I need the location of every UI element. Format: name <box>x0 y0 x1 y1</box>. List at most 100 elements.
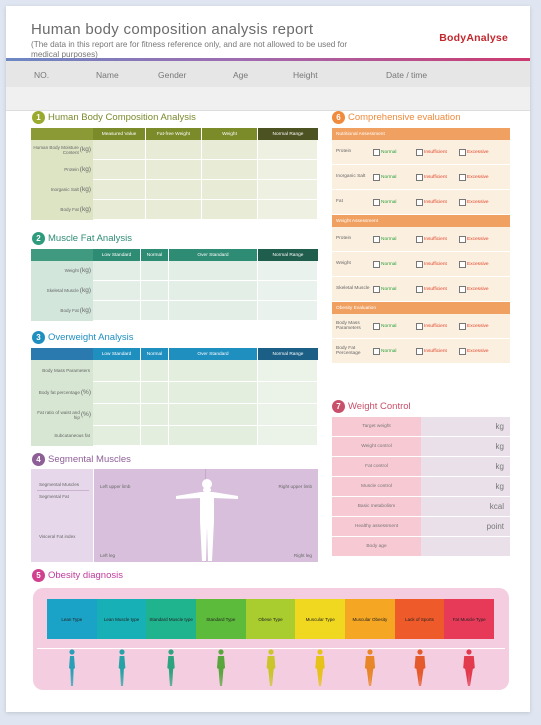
evaluation-row: Inorganic Salt Normal Insufficient Excessiv… <box>332 165 510 190</box>
body-silhouette-icon <box>315 649 325 686</box>
weight-control-unit[interactable] <box>421 537 510 556</box>
checkbox-icon[interactable] <box>373 260 380 268</box>
row-label: Human Body Moisture Content (kg) <box>31 140 93 160</box>
info-header-bar: NO. Name Gender Age Height Date / time <box>6 61 530 87</box>
checkbox-icon[interactable] <box>373 198 380 206</box>
evaluation-option[interactable]: Insufficient <box>416 285 459 293</box>
weight-control-unit[interactable]: kg <box>421 477 510 496</box>
weight-control-row: Basic metabolism kcal <box>332 497 510 517</box>
evaluation-option[interactable]: Excessive <box>459 260 502 268</box>
weight-control-label: Body age <box>332 537 421 556</box>
info-value-row[interactable] <box>6 87 530 111</box>
evaluation-option[interactable]: Normal <box>373 173 416 181</box>
evaluation-option[interactable]: Normal <box>373 260 416 268</box>
weight-control-unit[interactable]: kcal <box>421 497 510 516</box>
evaluation-option[interactable]: Insufficient <box>416 148 459 156</box>
evaluation-option[interactable]: Excessive <box>459 235 502 243</box>
option-label: Insufficient <box>424 199 447 205</box>
report-title: Human body composition analysis report <box>31 21 314 38</box>
checkbox-icon[interactable] <box>373 235 380 243</box>
obesity-type-3: Standard Type <box>196 599 246 639</box>
obesity-type-5: Muscular Type <box>295 599 345 639</box>
evaluation-option[interactable]: Excessive <box>459 285 502 293</box>
option-label: Normal <box>381 149 397 155</box>
evaluation-option[interactable]: Excessive <box>459 148 502 156</box>
evaluation-option[interactable]: Normal <box>373 198 416 206</box>
checkbox-icon[interactable] <box>373 148 380 156</box>
option-label: Normal <box>381 236 397 242</box>
evaluation-option[interactable]: Excessive <box>459 347 502 355</box>
option-label: Normal <box>381 323 397 329</box>
col-height: Height <box>293 70 318 80</box>
checkbox-icon[interactable] <box>459 148 466 156</box>
col-datetime: Date / time <box>386 70 428 80</box>
checkbox-icon[interactable] <box>416 198 423 206</box>
evaluation-option[interactable]: Excessive <box>459 198 502 206</box>
evaluation-option[interactable]: Normal <box>373 322 416 330</box>
body-silhouette-icon <box>364 649 375 686</box>
option-label: Insufficient <box>424 149 447 155</box>
evaluation-group-header: Weight Assessment <box>332 215 510 227</box>
checkbox-icon[interactable] <box>459 173 466 181</box>
checkbox-icon[interactable] <box>416 235 423 243</box>
evaluation-option[interactable]: Excessive <box>459 322 502 330</box>
evaluation-option[interactable]: Normal <box>373 148 416 156</box>
muscle-fat-table: Low Standard Normal Over Standard Normal… <box>31 249 318 321</box>
evaluation-option[interactable]: Normal <box>373 285 416 293</box>
option-label: Excessive <box>467 261 489 267</box>
section-6-title: 6 Comprehensive evaluation <box>332 111 460 124</box>
checkbox-icon[interactable] <box>459 285 466 293</box>
composition-table: Measured Value Fat-free Weight Weight No… <box>31 128 318 222</box>
row-label: Body Mass Parameters <box>31 360 93 382</box>
checkbox-icon[interactable] <box>459 260 466 268</box>
body-silhouette-icon <box>118 649 125 686</box>
evaluation-option[interactable]: Insufficient <box>416 198 459 206</box>
weight-control-unit[interactable]: kg <box>421 457 510 476</box>
option-label: Insufficient <box>424 261 447 267</box>
checkbox-icon[interactable] <box>416 322 423 330</box>
evaluation-row: Protein Normal Insufficient Excessive <box>332 227 510 252</box>
checkbox-icon[interactable] <box>373 285 380 293</box>
weight-control-row: Target weight kg <box>332 417 510 437</box>
checkbox-icon[interactable] <box>459 198 466 206</box>
option-label: Insufficient <box>424 348 447 354</box>
row-label: Inorganic Salt (kg) <box>31 180 93 200</box>
evaluation-row-label: Protein <box>336 149 352 155</box>
option-label: Insufficient <box>424 236 447 242</box>
evaluation-option[interactable]: Insufficient <box>416 173 459 181</box>
evaluation-option[interactable]: Normal <box>373 347 416 355</box>
row-label: Weight (kg) <box>31 261 93 281</box>
weight-control-unit[interactable]: point <box>421 517 510 536</box>
checkbox-icon[interactable] <box>459 322 466 330</box>
body-silhouette-icon <box>266 649 275 686</box>
weight-control-unit[interactable]: kg <box>421 437 510 456</box>
checkbox-icon[interactable] <box>459 235 466 243</box>
weight-control-unit[interactable]: kg <box>421 417 510 436</box>
section-4-title: 4 Segmental Muscles <box>32 453 131 466</box>
checkbox-icon[interactable] <box>373 322 380 330</box>
evaluation-row: Body Fat Percentage Normal Insufficient Exc… <box>332 339 510 364</box>
checkbox-icon[interactable] <box>373 347 380 355</box>
checkbox-icon[interactable] <box>416 285 423 293</box>
checkbox-icon[interactable] <box>416 347 423 355</box>
col-age: Age <box>233 70 249 80</box>
header-rule <box>6 58 530 61</box>
evaluation-option[interactable]: Insufficient <box>416 235 459 243</box>
segmental-left-panel: Segmental Muscles Segmental Fat Visceral… <box>31 469 93 562</box>
obesity-type-4: Obese Type <box>245 599 296 639</box>
evaluation-option[interactable]: Insufficient <box>416 322 459 330</box>
obesity-type-1: Lean Muscle type <box>96 599 147 639</box>
evaluation-option[interactable]: Excessive <box>459 173 502 181</box>
evaluation-option[interactable]: Normal <box>373 235 416 243</box>
obesity-type-7: Lack of Sports <box>394 599 445 639</box>
checkbox-icon[interactable] <box>373 173 380 181</box>
checkbox-icon[interactable] <box>416 148 423 156</box>
evaluation-row: Protein Normal Insufficient Excessive <box>332 140 510 165</box>
checkbox-icon[interactable] <box>416 173 423 181</box>
row-label: Protein (kg) <box>31 160 93 180</box>
evaluation-option[interactable]: Insufficient <box>416 260 459 268</box>
comprehensive-evaluation-table: Nutritional Assessment Protein Normal Insuf… <box>332 128 510 364</box>
evaluation-option[interactable]: Insufficient <box>416 347 459 355</box>
checkbox-icon[interactable] <box>459 347 466 355</box>
checkbox-icon[interactable] <box>416 260 423 268</box>
